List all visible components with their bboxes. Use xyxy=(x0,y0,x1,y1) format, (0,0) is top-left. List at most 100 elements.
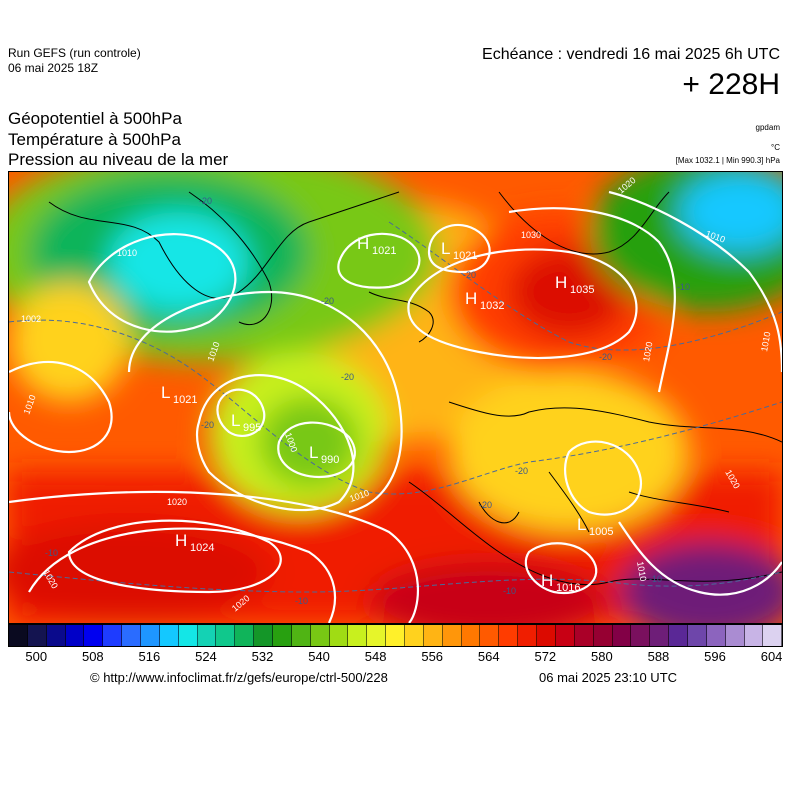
colorbar-tick-label: 580 xyxy=(591,649,613,664)
temperature-labels: -20 -20 -20 -20 -20 -20 -20 -20 -10 -10 … xyxy=(45,196,690,606)
colorbar-swatch xyxy=(650,625,670,646)
colorbar-swatch xyxy=(216,625,236,646)
isobar-label: 1020 xyxy=(641,341,654,362)
colorbar-swatch xyxy=(178,625,198,646)
temperature-contours xyxy=(9,221,782,593)
colorbar-swatch xyxy=(197,625,217,646)
colorbar-swatch xyxy=(254,625,274,646)
low-center-label: L xyxy=(309,443,318,462)
colorbar-tick-label: 540 xyxy=(308,649,330,664)
colorbar-swatch xyxy=(405,625,424,646)
colorbar-tick-label: 604 xyxy=(760,649,783,664)
colorbar-tick-label: 588 xyxy=(647,649,670,664)
colorbar-swatch xyxy=(235,625,255,646)
high-center-label: H xyxy=(541,571,553,590)
colorbar-tick-label: 556 xyxy=(421,649,444,664)
param-temperature: Température à 500hPa xyxy=(8,130,181,149)
colorbar-swatch xyxy=(612,625,632,646)
run-title: Run GEFS (run controle) xyxy=(8,46,141,60)
colorbar-swatch xyxy=(141,625,160,646)
colorbar-swatch xyxy=(744,625,764,646)
colorbar-swatch xyxy=(46,625,66,646)
colorbar-swatch xyxy=(480,625,500,646)
colorbar-swatch xyxy=(65,625,85,646)
isobar-label: 1020 xyxy=(167,497,187,507)
colorbar-tick-label: 548 xyxy=(364,649,387,664)
colorbar-tick-label: 596 xyxy=(704,649,726,664)
colorbar-swatch xyxy=(593,625,613,646)
high-center-label: H xyxy=(175,531,187,550)
unit-temperature: °C xyxy=(771,143,780,152)
forecast-valid-time: Echéance : vendredi 16 mai 2025 6h UTC xyxy=(482,46,780,63)
colorbar-tick-label: 508 xyxy=(81,649,104,664)
colorbar-swatch xyxy=(9,625,28,646)
colorbar-swatch xyxy=(687,625,707,646)
colorbar-swatch xyxy=(122,625,142,646)
source-credit: © http://www.infoclimat.fr/z/gefs/europe… xyxy=(90,670,388,685)
low-center-label: L xyxy=(161,383,170,402)
temperature-label: -20 xyxy=(463,270,476,280)
colorbar-tick-label: 500 xyxy=(25,649,48,664)
high-center-label: H xyxy=(555,273,567,292)
param-mslp: Pression au niveau de la mer xyxy=(8,150,229,169)
temperature-label: -10 xyxy=(295,596,308,606)
isobar-label: 1010 xyxy=(117,248,137,258)
unit-mslp-range: [Max 1032.1 | Min 990.3] hPa xyxy=(675,156,780,165)
temperature-label: -20 xyxy=(479,500,492,510)
colorbar-swatch xyxy=(518,625,538,646)
isobar-labels: 1020 1010 1010 1000 1010 1020 1030 1020 … xyxy=(21,175,772,614)
high-center-value: 1032 xyxy=(480,300,504,312)
param-geopotential: Géopotentiel à 500hPa xyxy=(8,109,182,128)
temperature-label: -20 xyxy=(599,352,612,362)
colorbar-swatch xyxy=(555,625,575,646)
geopotential-colorbar xyxy=(8,624,783,647)
low-center-value: 995 xyxy=(243,422,261,434)
colorbar-swatch xyxy=(461,625,481,646)
high-center-value: 1024 xyxy=(190,542,214,554)
high-center-value: 1021 xyxy=(372,245,396,257)
colorbar-ticks: 500 508 516 524 532 540 548 556 564 572 580 588 596 6… xyxy=(8,649,783,667)
high-center-value: 1035 xyxy=(570,284,594,296)
generation-time: 06 mai 2025 23:10 UTC xyxy=(539,670,678,685)
temperature-label: -20 xyxy=(515,466,528,476)
temperature-label: -10 xyxy=(649,574,662,584)
high-center-value: 1016 xyxy=(556,582,580,594)
colorbar-swatch xyxy=(159,625,179,646)
temperature-label: -10 xyxy=(45,548,58,558)
unit-geopotential: gpdam xyxy=(755,123,780,132)
isobar-label: 1030 xyxy=(521,230,541,240)
colorbar-swatch xyxy=(386,625,406,646)
colorbar-tick-label: 532 xyxy=(251,649,274,664)
high-center-label: H xyxy=(465,289,477,308)
colorbar-swatch xyxy=(84,625,104,646)
pressure-centers: H 1032 H 1035 H 1024 H 1016 L 995 L 990 … xyxy=(161,234,613,594)
run-date: 06 mai 2025 18Z xyxy=(8,61,99,75)
low-center-value: 1021 xyxy=(453,250,477,262)
colorbar-swatch xyxy=(499,625,519,646)
colorbar-swatch xyxy=(442,625,462,646)
colorbar-swatch xyxy=(367,625,387,646)
temperature-label: -20 xyxy=(321,296,334,306)
weather-map: H 1032 H 1035 H 1024 H 1016 L 995 L 990 … xyxy=(8,171,783,624)
high-center-label: H xyxy=(357,234,369,253)
colorbar-swatch xyxy=(348,625,368,646)
colorbar-tick-label: 524 xyxy=(195,649,217,664)
colorbar-swatch xyxy=(27,625,47,646)
colorbar-swatch xyxy=(423,625,443,646)
colorbar-swatch xyxy=(725,625,745,646)
temperature-label: -10 xyxy=(677,282,690,292)
colorbar-swatch xyxy=(310,625,330,646)
colorbar-tick-label: 564 xyxy=(477,649,500,664)
colorbar-swatch xyxy=(537,625,556,646)
lead-time: + 228H xyxy=(682,68,780,101)
temperature-label: -20 xyxy=(199,196,212,206)
isobar-label: 1010 xyxy=(635,561,648,582)
colorbar-swatch xyxy=(706,625,726,646)
colorbar-swatch xyxy=(329,625,349,646)
low-center-label: L xyxy=(441,239,450,258)
colorbar-tick-label: 516 xyxy=(138,649,161,664)
low-center-value: 990 xyxy=(321,454,339,466)
colorbar-swatch xyxy=(103,625,123,646)
low-center-value: 1005 xyxy=(589,526,613,538)
colorbar-swatch xyxy=(574,625,594,646)
